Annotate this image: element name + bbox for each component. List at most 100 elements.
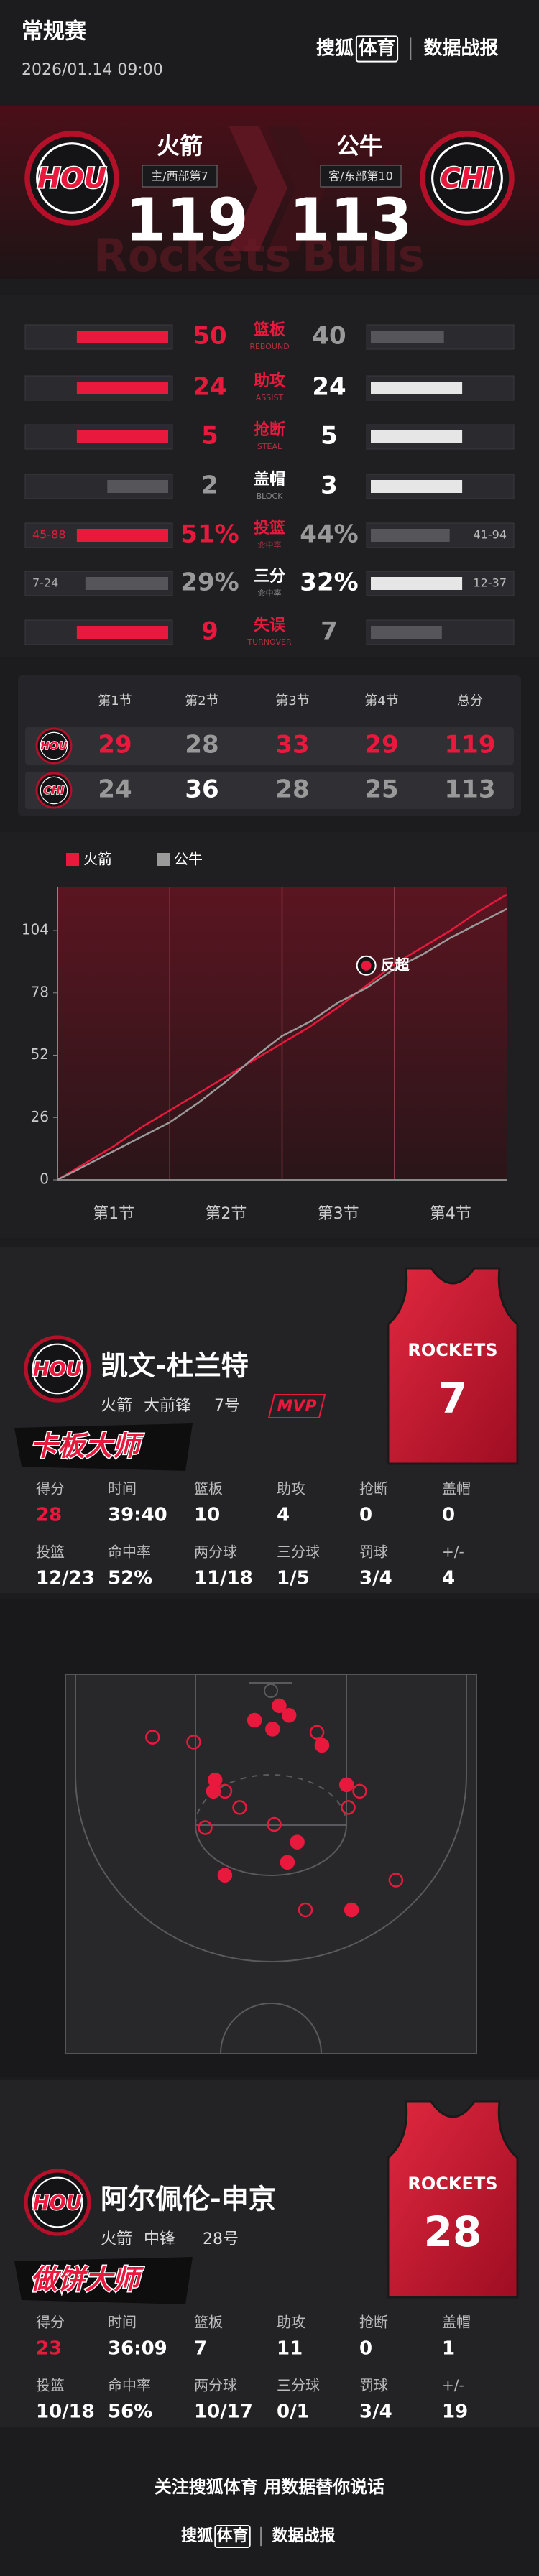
home-bar [76,430,168,443]
quarter-score: 29 [98,731,132,760]
stat-label: 时间 [108,2314,137,2331]
player-position: 中锋 [144,2230,175,2248]
away-name: 公牛 [336,132,382,160]
logo-ring [35,772,73,809]
stat-label: 投篮 [36,2377,65,2394]
note-box [320,165,402,188]
away-bar [371,331,444,343]
player-team: 火箭 [101,1397,132,1415]
shot-made [344,1902,359,1918]
logo-text: HOU [33,2192,82,2214]
competition: 常规赛 [22,19,87,45]
stat-value: 10 [194,1505,220,1526]
brand: 搜狐 [316,38,354,60]
shot-made [314,1737,330,1753]
home-detail: 7-24 [32,576,58,590]
jersey-team: ROCKETS [407,2174,497,2194]
away-value: 44% [300,520,358,549]
y-tick-label: 78 [31,983,49,1000]
shot-missed [267,1816,282,1832]
stat-label: 两分球 [194,2377,237,2394]
chevron [267,126,326,251]
logo-ring [24,1335,91,1403]
legend-swatch [66,853,79,866]
home-bar [76,529,168,542]
y-tick-label: 52 [31,1045,49,1063]
stat-label: 篮板 [194,1480,223,1497]
stat-label: 三分球 [277,1543,320,1561]
away-bar [371,626,442,639]
away-bar [371,430,463,443]
player-title: 做饼大师 [30,2264,144,2296]
stat-label: 助攻 [277,2314,305,2331]
away-value: 7 [321,617,338,646]
shot-missed [341,1800,356,1815]
stat-value: 23 [36,2338,62,2360]
stat-label: 罚球 [359,2377,388,2394]
stat-label: 得分 [36,2314,65,2331]
home-score: 119 [125,186,248,254]
logo-inner [40,776,68,805]
court-lines [75,1674,467,2054]
stat-label: 盖帽 [442,2314,471,2331]
stat-label: 投篮 [36,1543,65,1561]
stat-label: +/- [442,1543,464,1561]
home-bar [85,577,168,590]
report: 数据战报 [424,37,499,60]
home-note: 主/西部第7 [151,170,208,183]
logo-ring [24,131,119,226]
stat-value: 11/18 [194,1568,253,1589]
home-bar [76,331,168,343]
court [65,1674,477,2054]
quarter-header: 第1节 [98,693,132,708]
player-number: 28号 [203,2230,239,2248]
logo-inner [32,1343,83,1395]
away-detail: 41-94 [474,528,507,542]
stat-name-en: REBOUND [249,342,289,351]
stat-value: 10/17 [194,2401,253,2423]
legend-swatch [157,853,170,866]
away-value: 32% [300,568,358,597]
stat-label: 得分 [36,1480,65,1497]
quarter-score: 33 [275,731,309,760]
shot-made [217,1868,233,1883]
stat-label: 命中率 [108,2377,151,2394]
stat-value: 52% [108,1568,152,1589]
title-banner [14,1423,193,1471]
x-tick-label: 第4节 [430,1205,471,1223]
shot-missed [298,1902,313,1918]
datetime: 2026/01.14 09:00 [22,61,163,79]
home-value: 50 [193,322,226,351]
away-bar [371,480,463,493]
shot-made [338,1777,354,1793]
stat-name-en: TURNOVER [247,637,292,647]
quarter-score: 113 [445,775,496,804]
stat-value: 10/18 [36,2401,95,2423]
quarter-header: 第3节 [275,693,309,708]
badge: MVP [277,1398,316,1416]
home-bar [107,480,168,493]
logo-inner [40,731,68,760]
away-bar [371,577,463,590]
home-value: 29% [180,568,239,597]
stat-label: 盖帽 [442,1480,471,1497]
logo-inner [431,142,503,214]
report: 数据战报 [272,2526,336,2545]
x-tick-label: 第1节 [93,1205,134,1223]
jersey [387,1267,519,1465]
logo-text: CHI [44,784,65,797]
quarter-score: 119 [445,731,496,760]
stat-value: 56% [108,2401,152,2423]
stat-name: 投篮 [254,519,285,537]
stat-name: 助攻 [254,371,286,390]
annotation-icon-core [361,960,372,971]
home-detail: 45-88 [32,528,66,542]
away-detail: 12-37 [474,576,507,590]
quarter-score: 28 [275,775,309,804]
player-number: 7号 [214,1397,240,1415]
x-tick-label: 第3节 [318,1205,359,1223]
shot-missed [217,1783,233,1799]
away-value: 5 [321,422,338,451]
background-text: Rockets [93,229,291,282]
